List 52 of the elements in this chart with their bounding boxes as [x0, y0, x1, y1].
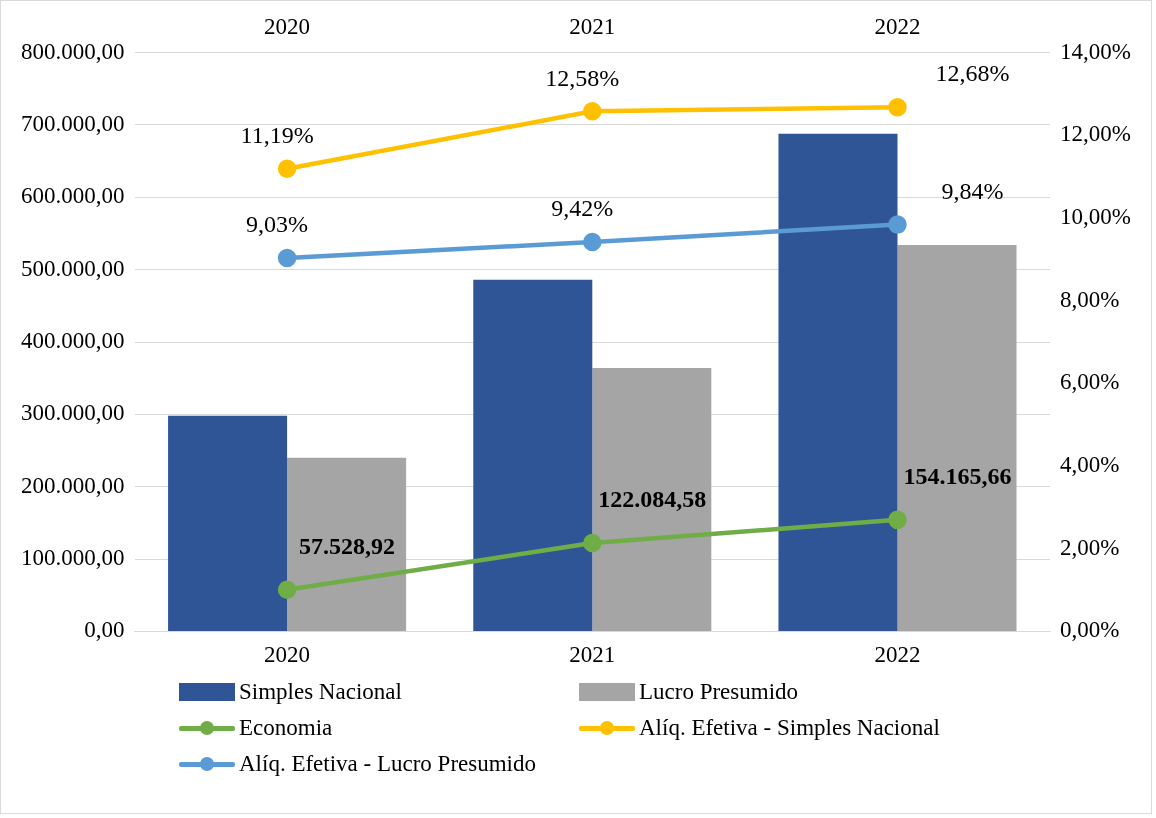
point — [277, 580, 297, 600]
point — [583, 232, 602, 252]
point — [888, 510, 907, 530]
x-tick-label: 2020 — [264, 642, 311, 668]
category-label: 2021 — [569, 13, 616, 39]
bar — [778, 133, 898, 631]
legend-label: Economia — [239, 715, 333, 741]
data-label: 122.084,58 — [598, 486, 707, 513]
x-tick-label: 2022 — [874, 642, 921, 668]
y-tick-label: 500.000,00 — [21, 255, 125, 281]
y2-tick-label: 0,00% — [1060, 617, 1120, 643]
y2-tick-label: 10,00% — [1060, 204, 1132, 230]
y2-tick-label: 12,00% — [1060, 121, 1132, 147]
y-tick-label: 400.000,00 — [21, 328, 125, 354]
point — [277, 159, 297, 179]
bar — [592, 368, 712, 631]
point — [888, 215, 907, 234]
data-label: 154.165,66 — [903, 463, 1012, 490]
legend-label: Simples Nacional — [239, 679, 402, 705]
data-label: 11,19% — [240, 122, 314, 149]
data-label: 9,03% — [246, 211, 309, 238]
point — [888, 97, 907, 117]
category-label: 2020 — [264, 13, 311, 39]
y2-tick-label: 2,00% — [1060, 534, 1120, 560]
legend-label: Alíq. Efetiva - Lucro Presumido — [239, 751, 537, 777]
data-label: 9,84% — [941, 177, 1004, 204]
bar — [287, 457, 407, 631]
data-label: 9,42% — [551, 195, 614, 222]
y-tick-label: 100.000,00 — [21, 545, 125, 571]
y-tick-label: 0,00 — [84, 617, 125, 643]
data-label: 12,68% — [935, 60, 1010, 87]
y-tick-label: 300.000,00 — [21, 400, 125, 426]
y-tick-label: 600.000,00 — [21, 183, 125, 209]
legend-label: Alíq. Efetiva - Simples Nacional — [639, 715, 940, 741]
legend-label: Lucro Presumido — [639, 679, 799, 705]
bar — [168, 415, 288, 631]
x-tick-label: 2021 — [569, 642, 616, 668]
y-tick-label: 800.000,00 — [21, 38, 125, 64]
data-label: 57.528,92 — [299, 532, 396, 559]
category-label: 2022 — [874, 13, 921, 39]
y-tick-label: 200.000,00 — [21, 472, 125, 498]
point — [277, 248, 297, 268]
y2-tick-label: 4,00% — [1060, 452, 1120, 478]
point — [583, 533, 602, 553]
data-label: 12,58% — [545, 64, 620, 91]
y2-tick-label: 6,00% — [1060, 369, 1120, 395]
y2-tick-label: 8,00% — [1060, 286, 1120, 312]
bar — [473, 279, 593, 631]
y2-tick-label: 14,00% — [1060, 38, 1132, 64]
y-tick-label: 700.000,00 — [21, 111, 125, 136]
point — [583, 102, 602, 121]
bar — [897, 245, 1017, 631]
